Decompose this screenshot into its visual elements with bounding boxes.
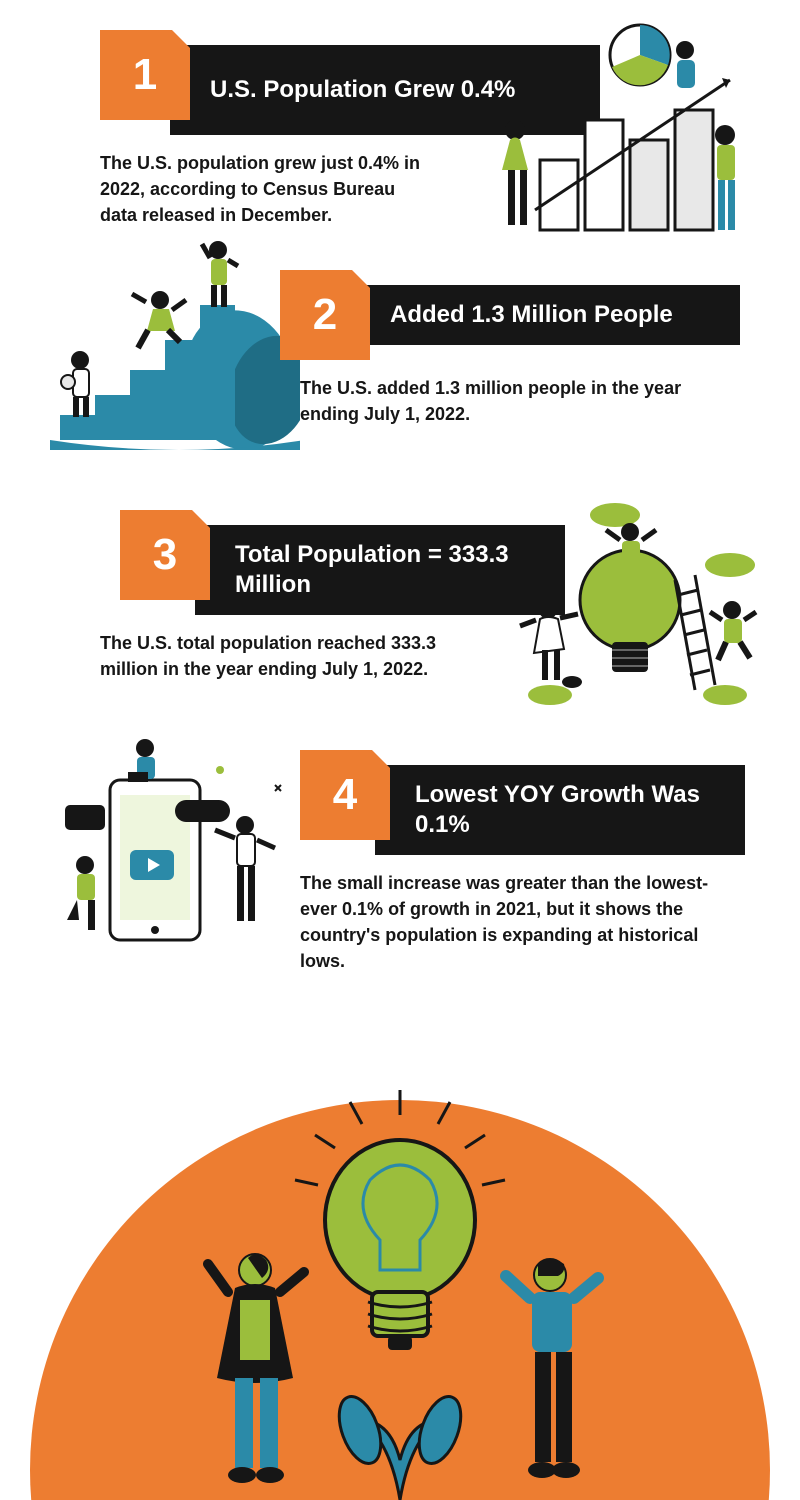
section-1-number: 1 xyxy=(133,50,157,100)
section-2-number: 2 xyxy=(313,290,337,340)
section-2: 2 Added 1.3 Million People The U.S. adde… xyxy=(0,260,800,490)
section-4-number: 4 xyxy=(333,770,357,820)
plants-icon xyxy=(310,1380,490,1500)
section-4-number-badge: 4 xyxy=(300,750,390,840)
section-1-illustration xyxy=(480,20,740,240)
section-2-illustration xyxy=(40,230,300,450)
footer-person-left-icon xyxy=(180,1240,320,1490)
section-3-illustration xyxy=(500,490,760,720)
section-3-title: Total Population = 333.3 Million xyxy=(235,540,541,600)
footer-illustration xyxy=(0,1060,800,1500)
section-4-title-bar: Lowest YOY Growth Was 0.1% xyxy=(375,765,745,855)
section-1-title: U.S. Population Grew 0.4% xyxy=(210,75,515,105)
section-4: 4 Lowest YOY Growth Was 0.1% The small i… xyxy=(0,750,800,1010)
section-2-number-badge: 2 xyxy=(280,270,370,360)
section-3-number: 3 xyxy=(153,530,177,580)
section-4-description: The small increase was greater than the … xyxy=(300,870,720,974)
section-1-number-badge: 1 xyxy=(100,30,190,120)
section-3-number-badge: 3 xyxy=(120,510,210,600)
section-3-description: The U.S. total population reached 333.3 … xyxy=(100,630,470,682)
lightbulb-large-icon xyxy=(310,1110,490,1370)
footer-person-right-icon xyxy=(490,1240,620,1490)
section-2-title: Added 1.3 Million People xyxy=(390,300,673,330)
section-2-title-bar: Added 1.3 Million People xyxy=(350,285,740,345)
section-3: 3 Total Population = 333.3 Million The U… xyxy=(0,490,800,750)
section-1-description: The U.S. population grew just 0.4% in 20… xyxy=(100,150,430,228)
section-4-illustration xyxy=(40,730,300,950)
section-1: 1 U.S. Population Grew 0.4% The U.S. pop… xyxy=(0,0,800,260)
section-2-description: The U.S. added 1.3 million people in the… xyxy=(300,375,730,427)
section-4-title: Lowest YOY Growth Was 0.1% xyxy=(415,780,721,840)
